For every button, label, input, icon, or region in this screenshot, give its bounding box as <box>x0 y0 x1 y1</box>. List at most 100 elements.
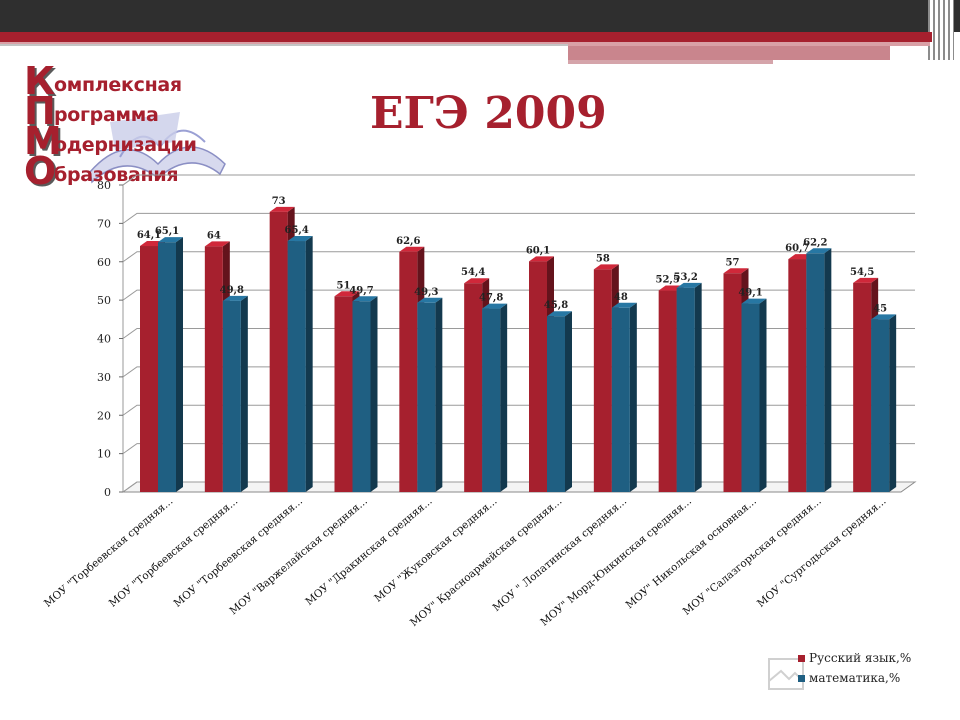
bar-side <box>565 311 572 492</box>
logo-line-1: К омплексная <box>24 62 182 100</box>
header-bar <box>0 0 960 32</box>
x-category-label: МОУ "Салазгорьская средняя... <box>681 495 824 618</box>
bar-side <box>824 248 832 492</box>
data-label: 49,1 <box>738 288 762 299</box>
bar-russian <box>204 246 223 492</box>
data-label: 73 <box>272 196 286 207</box>
bar-math <box>482 308 501 492</box>
data-label: 60,1 <box>526 245 550 256</box>
bar-top <box>417 297 443 303</box>
logo-rest-2: рограмма <box>54 104 159 126</box>
logo-line-2: П рограмма <box>24 89 159 133</box>
data-label: 52,5 <box>655 275 679 286</box>
data-label: 54,4 <box>461 267 485 278</box>
x-category-label: МОУ "Торбеевская средняя... <box>42 495 175 610</box>
bar-math <box>806 253 825 492</box>
x-category-label: МОУ "Торбеевская средняя... <box>172 495 305 610</box>
bar-top <box>334 291 360 297</box>
gridline <box>122 289 915 301</box>
bar-top <box>529 256 554 262</box>
bar-top <box>723 268 749 274</box>
bar-top <box>269 206 295 212</box>
bar-math <box>741 303 760 492</box>
y-tick-label: 40 <box>97 333 111 346</box>
bar-side <box>629 302 637 492</box>
bar-top <box>547 311 572 317</box>
bar-russian <box>140 246 158 492</box>
data-label: 49,3 <box>414 287 438 298</box>
bar-top <box>806 248 832 254</box>
bar-russian <box>399 251 418 492</box>
gridline <box>122 212 915 224</box>
logo-cap-2: П <box>24 89 56 133</box>
bar-top <box>287 236 313 242</box>
x-category-label: МОУ "Жуковская средняя... <box>372 495 499 605</box>
bar-math <box>352 301 371 492</box>
bar-russian <box>529 261 547 492</box>
bar-top <box>352 296 378 302</box>
bar-top <box>871 314 897 320</box>
bar-top <box>676 282 702 288</box>
logo-line-3: М одернизации <box>24 122 197 160</box>
y-tick-label: 10 <box>97 448 111 461</box>
bar-top <box>611 302 637 308</box>
data-label: 62,6 <box>396 236 420 247</box>
bar-russian <box>788 259 807 492</box>
legend-label-math: математика,% <box>809 671 901 685</box>
open-book-icon <box>89 112 226 184</box>
y-tick-label: 30 <box>97 371 111 384</box>
chart-legend: Русский язык,% математика,% <box>798 648 911 688</box>
gridline <box>122 481 915 493</box>
gridline <box>122 443 915 455</box>
data-label: 60,7 <box>785 243 809 254</box>
logo-cap-4: О <box>24 149 57 193</box>
data-label: 54,5 <box>850 267 874 278</box>
gridline <box>122 366 915 378</box>
bar-side <box>435 297 443 492</box>
data-label: 48 <box>614 292 628 303</box>
data-label: 65,4 <box>284 225 308 236</box>
watermark-icon <box>768 658 804 690</box>
legend-item-russian: Русский язык,% <box>798 648 911 668</box>
bar-top <box>204 241 230 247</box>
x-category-label: МОУ" Никольская основная... <box>624 495 759 611</box>
data-label: 45 <box>873 303 887 314</box>
legend-swatch-russian <box>798 654 805 662</box>
data-label: 64 <box>207 230 221 241</box>
y-tick-label: 80 <box>97 179 111 192</box>
y-tick-label: 50 <box>97 294 111 307</box>
data-label: 45,8 <box>544 300 568 311</box>
header-vertical-lines <box>928 0 954 60</box>
bar-side <box>240 295 248 492</box>
data-label: 47,8 <box>479 293 503 304</box>
gridline <box>122 251 915 263</box>
logo-rest-1: омплексная <box>54 74 182 96</box>
bar-math <box>547 316 565 492</box>
bar-russian <box>269 211 288 493</box>
legend-item-math: математика,% <box>798 668 911 688</box>
data-label: 58 <box>596 253 610 264</box>
gridline <box>122 328 915 339</box>
bar-side <box>694 282 702 492</box>
bar-math <box>611 307 630 492</box>
bar-russian <box>723 273 742 492</box>
y-tick-label: 70 <box>97 217 111 230</box>
bar-side <box>759 298 767 492</box>
bar-math <box>287 241 306 492</box>
bar-math <box>871 319 890 492</box>
x-category-label: МОУ "Сургодьская средняя... <box>755 495 889 610</box>
bar-side <box>889 314 897 492</box>
bar-russian <box>593 269 612 492</box>
bar-side <box>176 237 183 492</box>
data-label: 65,1 <box>155 226 179 237</box>
gridline <box>122 174 915 186</box>
bar-top <box>222 295 248 301</box>
bar-top <box>399 246 425 252</box>
header-stripe-accent-small <box>568 60 773 64</box>
data-label: 49,8 <box>220 285 244 296</box>
bar-math <box>158 242 176 492</box>
bar-math <box>417 302 436 492</box>
bar-russian <box>464 283 483 492</box>
logo-rest-4: бразования <box>54 164 179 186</box>
